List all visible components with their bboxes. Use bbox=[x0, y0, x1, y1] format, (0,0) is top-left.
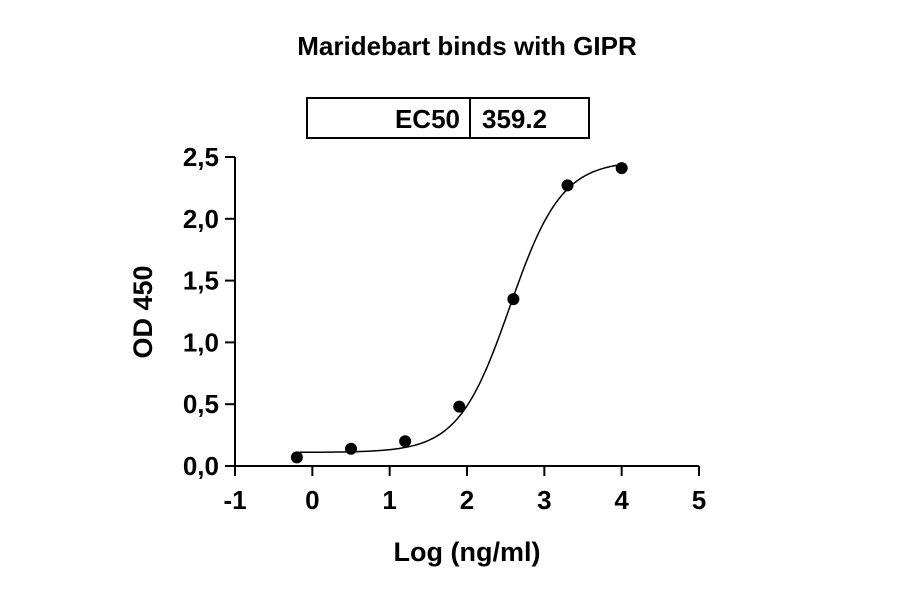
x-tick-label: 1 bbox=[382, 485, 396, 515]
y-tick-label: 1,0 bbox=[183, 327, 219, 357]
data-point bbox=[561, 179, 574, 192]
x-tick-label: 3 bbox=[537, 485, 551, 515]
x-tick-label: -1 bbox=[223, 485, 246, 515]
data-points bbox=[290, 162, 628, 464]
chart-title: Maridebart binds with GIPR bbox=[297, 31, 637, 61]
x-axis-label: Log (ng/ml) bbox=[394, 537, 541, 567]
x-ticks: -1 0 1 2 3 4 5 bbox=[223, 466, 706, 515]
y-axis-label: OD 450 bbox=[128, 265, 158, 358]
ec50-box-frame bbox=[306, 97, 590, 139]
x-tick-label: 4 bbox=[614, 485, 629, 515]
x-tick-label: 5 bbox=[692, 485, 706, 515]
y-tick-label: 0,0 bbox=[183, 451, 219, 481]
data-point bbox=[290, 451, 303, 464]
ec50-label: EC50 bbox=[395, 104, 460, 134]
y-tick-label: 2,5 bbox=[183, 142, 219, 172]
x-tick-label: 0 bbox=[305, 485, 319, 515]
y-ticks: 0,0 0,5 1,0 1,5 2,0 2,5 bbox=[183, 142, 235, 481]
ec50-box: EC50 359.2 bbox=[306, 97, 590, 139]
data-point bbox=[399, 435, 412, 448]
data-point bbox=[453, 400, 466, 413]
y-tick-label: 0,5 bbox=[183, 389, 219, 419]
ec50-value: 359.2 bbox=[482, 104, 547, 134]
data-point bbox=[345, 442, 357, 455]
y-tick-label: 1,5 bbox=[183, 266, 219, 296]
data-point bbox=[507, 293, 520, 306]
x-tick-label: 2 bbox=[460, 485, 474, 515]
data-point bbox=[615, 162, 628, 175]
axes bbox=[234, 157, 699, 467]
y-tick-label: 2,0 bbox=[183, 204, 219, 234]
